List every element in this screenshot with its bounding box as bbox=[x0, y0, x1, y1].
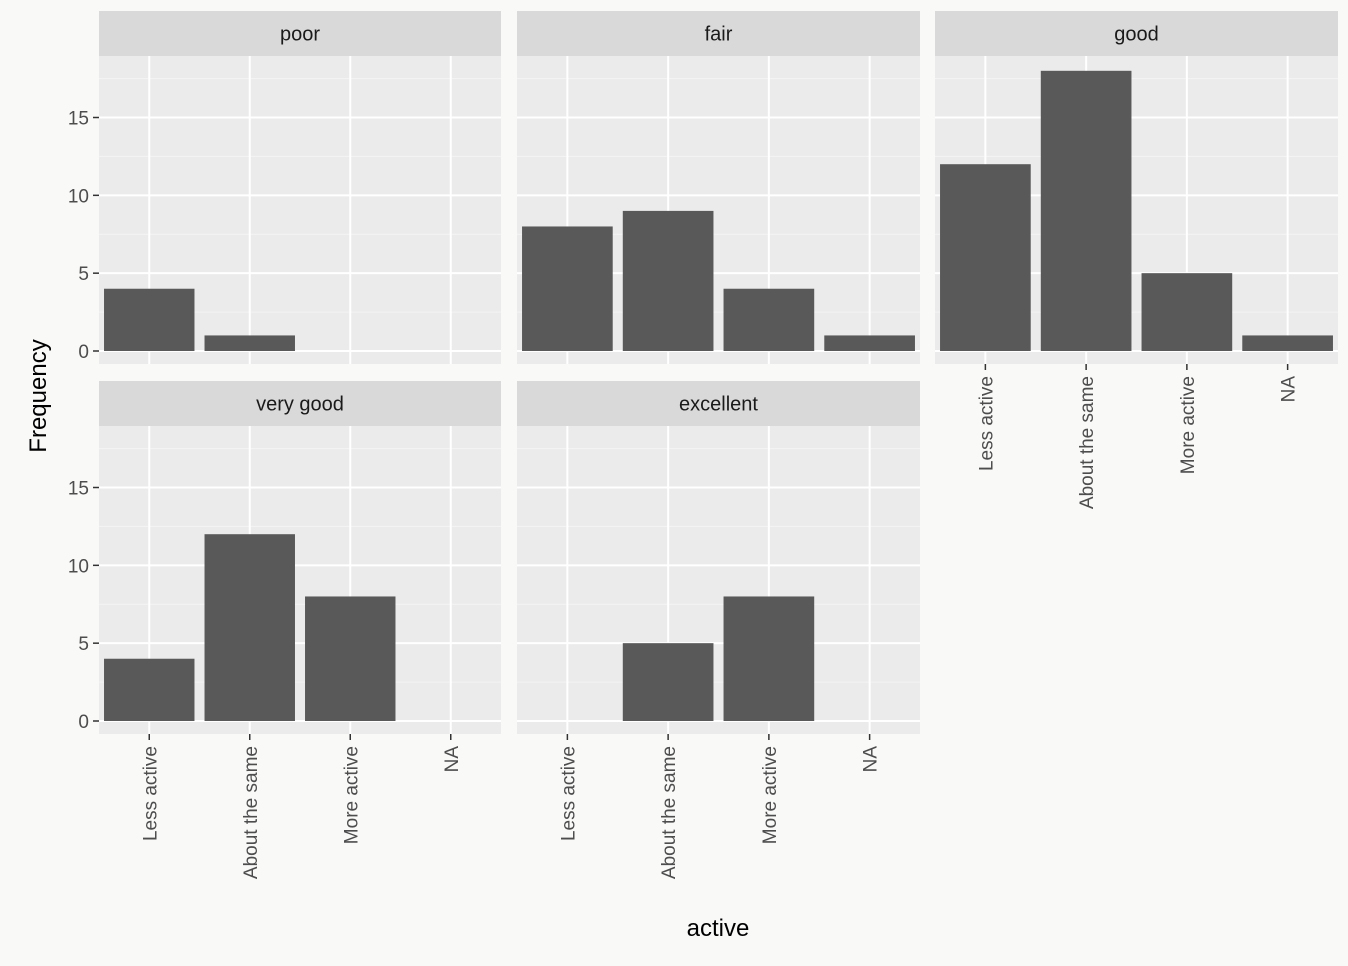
panel-good: good Less active About the same More active… bbox=[935, 11, 1338, 509]
y-tick-label: 15 bbox=[68, 109, 89, 130]
panel-background bbox=[517, 426, 920, 734]
panel-poor: poor 0 5 10 15 bbox=[68, 11, 501, 364]
bar-poor-less-active bbox=[104, 288, 195, 351]
bar-very-good-less-active bbox=[104, 658, 195, 721]
x-tick-label: NA bbox=[442, 746, 463, 773]
x-tick-label: NA bbox=[1279, 376, 1300, 403]
y-tick-label: 5 bbox=[78, 634, 89, 655]
bar-fair-na bbox=[824, 335, 915, 351]
bar-good-more-active bbox=[1141, 273, 1233, 351]
bar-very-good-more-active bbox=[305, 596, 396, 721]
bar-fair-more-active bbox=[723, 288, 815, 351]
bar-fair-about-the-same bbox=[622, 210, 714, 351]
strip-label: good bbox=[1114, 24, 1159, 46]
panel-very-good: very good 0 5 10 15 Less active About the same… bbox=[68, 381, 501, 879]
facet-panels: poor 0 5 10 15 fair good Less active About the s… bbox=[68, 11, 1338, 879]
x-tick-label: About the same bbox=[659, 746, 680, 879]
y-tick-label: 15 bbox=[68, 479, 89, 500]
panel-fair: fair bbox=[517, 11, 920, 364]
x-tick-label: Less active bbox=[558, 746, 579, 841]
x-axis-title: active bbox=[687, 915, 750, 942]
y-tick-label: 0 bbox=[78, 342, 89, 363]
x-tick-label: More active bbox=[341, 746, 362, 844]
bar-good-about-the-same bbox=[1040, 70, 1132, 352]
x-tick-label: NA bbox=[861, 746, 882, 773]
strip-very-good bbox=[99, 381, 501, 426]
strip-label: excellent bbox=[679, 394, 758, 416]
x-tick-label: About the same bbox=[1077, 376, 1098, 509]
strip-fair bbox=[517, 11, 920, 56]
x-tick-label: More active bbox=[760, 746, 781, 844]
bar-poor-about-the-same bbox=[204, 335, 295, 351]
strip-poor bbox=[99, 11, 501, 56]
bar-good-na bbox=[1242, 335, 1333, 351]
strip-label: fair bbox=[705, 24, 733, 46]
strip-label: poor bbox=[280, 24, 320, 46]
y-tick-label: 10 bbox=[68, 186, 89, 207]
bar-very-good-about-the-same bbox=[204, 534, 295, 721]
y-tick-label: 10 bbox=[68, 556, 89, 577]
bar-excellent-about-the-same bbox=[622, 643, 714, 721]
x-tick-label: More active bbox=[1178, 376, 1199, 474]
y-tick-label: 0 bbox=[78, 712, 89, 733]
bar-fair-less-active bbox=[522, 226, 613, 351]
y-axis-title: Frequency bbox=[25, 339, 52, 452]
y-tick-label: 5 bbox=[78, 264, 89, 285]
x-tick-label: Less active bbox=[140, 746, 161, 841]
strip-excellent bbox=[517, 381, 920, 426]
strip-good bbox=[935, 11, 1338, 56]
x-tick-label: Less active bbox=[976, 376, 997, 471]
panel-excellent: excellent Less active About the same More a… bbox=[517, 381, 920, 879]
bar-excellent-more-active bbox=[723, 596, 815, 721]
strip-label: very good bbox=[256, 394, 344, 416]
x-tick-label: About the same bbox=[241, 746, 262, 879]
bar-good-less-active bbox=[940, 164, 1031, 351]
